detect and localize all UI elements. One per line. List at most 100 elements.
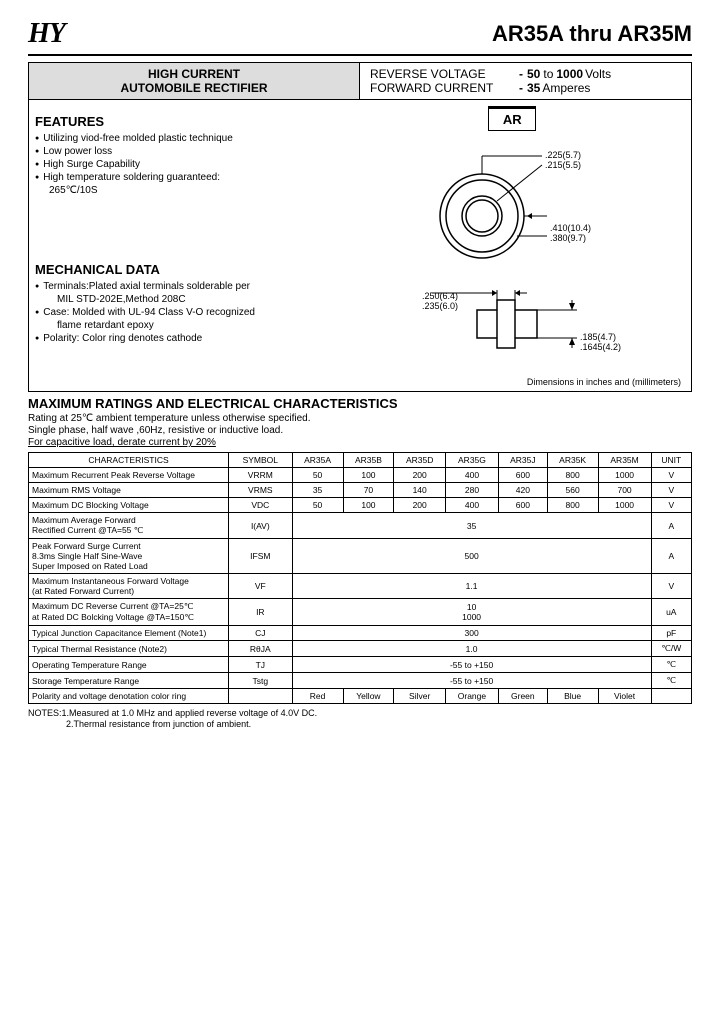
unit-cell: pF bbox=[651, 626, 691, 641]
char-cell: Operating Temperature Range bbox=[29, 657, 229, 673]
table-header-cell: AR35D bbox=[394, 453, 446, 468]
symbol-cell: VRRM bbox=[229, 468, 293, 483]
mech-item-cont: MIL STD-202E,Method 208C bbox=[57, 294, 324, 305]
value-cell: 35 bbox=[292, 483, 343, 498]
char-cell: Maximum DC Reverse Current @TA=25℃at Rat… bbox=[29, 599, 229, 626]
value-cell: -55 to +150 bbox=[292, 657, 651, 673]
value-cell: 101000 bbox=[292, 599, 651, 626]
char-heading: MAXIMUM RATINGS AND ELECTRICAL CHARACTER… bbox=[28, 396, 692, 411]
feature-item: High temperature soldering guaranteed: bbox=[35, 172, 324, 183]
symbol-cell: VRMS bbox=[229, 483, 293, 498]
value-cell: Silver bbox=[394, 689, 446, 704]
value-cell: 600 bbox=[498, 498, 547, 513]
table-body: Maximum Recurrent Peak Reverse VoltageVR… bbox=[29, 468, 692, 704]
symbol-cell: TJ bbox=[229, 657, 293, 673]
symbol-cell: RθJA bbox=[229, 641, 293, 657]
table-row: Typical Thermal Resistance (Note2)RθJA1.… bbox=[29, 641, 692, 657]
value-cell: 700 bbox=[598, 483, 651, 498]
value-cell: 500 bbox=[292, 539, 651, 574]
part-title: AR35A thru AR35M bbox=[492, 21, 692, 47]
dash: - bbox=[519, 67, 523, 81]
table-row: Maximum Recurrent Peak Reverse VoltageVR… bbox=[29, 468, 692, 483]
value-cell: 200 bbox=[394, 468, 446, 483]
value-cell: 140 bbox=[394, 483, 446, 498]
feature-item: High Surge Capability bbox=[35, 159, 324, 170]
value-cell: 420 bbox=[498, 483, 547, 498]
value-cell: 560 bbox=[547, 483, 598, 498]
fc-val: 35 bbox=[527, 81, 540, 95]
unit-cell: V bbox=[651, 468, 691, 483]
unit-cell bbox=[651, 689, 691, 704]
table-row: Typical Junction Capacitance Element (No… bbox=[29, 626, 692, 641]
char-cell: Storage Temperature Range bbox=[29, 673, 229, 689]
table-header-cell: CHARACTERISTICS bbox=[29, 453, 229, 468]
svg-text:.250(6.4): .250(6.4) bbox=[422, 291, 458, 301]
table-row: Maximum Instantaneous Forward Voltage(at… bbox=[29, 574, 692, 599]
table-header-cell: AR35A bbox=[292, 453, 343, 468]
mechanical-heading: MECHANICAL DATA bbox=[35, 262, 324, 277]
table-row: Storage Temperature RangeTstg-55 to +150… bbox=[29, 673, 692, 689]
unit-cell: V bbox=[651, 574, 691, 599]
top-view-diagram: .225(5.7) .215(5.5) .410(10.4) .380(9.7) bbox=[402, 141, 622, 281]
char-cell: Typical Junction Capacitance Element (No… bbox=[29, 626, 229, 641]
mech-item-cont: flame retardant epoxy bbox=[57, 320, 324, 331]
reverse-voltage-label: REVERSE VOLTAGE bbox=[370, 67, 515, 81]
char-cell: Polarity and voltage denotation color ri… bbox=[29, 689, 229, 704]
value-cell: 800 bbox=[547, 468, 598, 483]
unit-cell: ℃/W bbox=[651, 641, 691, 657]
unit-cell: uA bbox=[651, 599, 691, 626]
char-cell: Peak Forward Surge Current8.3ms Single H… bbox=[29, 539, 229, 574]
value-cell: 200 bbox=[394, 498, 446, 513]
value-cell: 1000 bbox=[598, 468, 651, 483]
value-cell: Red bbox=[292, 689, 343, 704]
dash: - bbox=[519, 81, 523, 95]
package-code: AR bbox=[488, 106, 536, 131]
value-cell: 400 bbox=[445, 498, 498, 513]
symbol-cell: Tstg bbox=[229, 673, 293, 689]
svg-text:.225(5.7): .225(5.7) bbox=[545, 150, 581, 160]
footnotes: NOTES:1.Measured at 1.0 MHz and applied … bbox=[28, 708, 692, 729]
svg-text:.410(10.4): .410(10.4) bbox=[550, 223, 591, 233]
value-cell: 1000 bbox=[598, 498, 651, 513]
table-header-cell: AR35G bbox=[445, 453, 498, 468]
value-cell: 50 bbox=[292, 498, 343, 513]
value-cell: 1.0 bbox=[292, 641, 651, 657]
summary-box: HIGH CURRENT AUTOMOBILE RECTIFIER REVERS… bbox=[28, 62, 692, 392]
table-row: Maximum DC Blocking VoltageVDC5010020040… bbox=[29, 498, 692, 513]
table-header-cell: SYMBOL bbox=[229, 453, 293, 468]
table-header-cell: AR35K bbox=[547, 453, 598, 468]
unit-cell: V bbox=[651, 498, 691, 513]
table-header-cell: AR35J bbox=[498, 453, 547, 468]
value-cell: 300 bbox=[292, 626, 651, 641]
value-cell: 35 bbox=[292, 513, 651, 539]
page-header: HY AR35A thru AR35M bbox=[28, 18, 692, 56]
product-type-line1: HIGH CURRENT bbox=[29, 67, 359, 81]
svg-text:.380(9.7): .380(9.7) bbox=[550, 233, 586, 243]
rv-min: 50 bbox=[527, 67, 540, 81]
symbol-cell: IR bbox=[229, 599, 293, 626]
value-cell: Blue bbox=[547, 689, 598, 704]
svg-text:.1645(4.2): .1645(4.2) bbox=[580, 342, 621, 352]
rv-to: to bbox=[543, 67, 553, 81]
logo: HY bbox=[28, 18, 65, 50]
char-note: Single phase, half wave ,60Hz, resistive… bbox=[28, 425, 692, 436]
char-cell: Maximum RMS Voltage bbox=[29, 483, 229, 498]
unit-cell: ℃ bbox=[651, 657, 691, 673]
value-cell: Orange bbox=[445, 689, 498, 704]
svg-text:.215(5.5): .215(5.5) bbox=[545, 160, 581, 170]
forward-current-label: FORWARD CURRENT bbox=[370, 81, 515, 95]
feature-item: Low power loss bbox=[35, 146, 324, 157]
svg-text:.235(6.0): .235(6.0) bbox=[422, 301, 458, 311]
mech-item: Case: Molded with UL-94 Class V-O recogn… bbox=[35, 307, 324, 318]
value-cell: 50 bbox=[292, 468, 343, 483]
left-column: FEATURES Utilizing viod-free molded plas… bbox=[29, 100, 334, 391]
value-cell: 70 bbox=[343, 483, 394, 498]
feature-indent: 265℃/10S bbox=[49, 185, 324, 196]
product-type: HIGH CURRENT AUTOMOBILE RECTIFIER bbox=[29, 63, 360, 99]
unit-cell: A bbox=[651, 539, 691, 574]
table-row: Maximum Average ForwardRectified Current… bbox=[29, 513, 692, 539]
svg-text:.185(4.7): .185(4.7) bbox=[580, 332, 616, 342]
value-cell: -55 to +150 bbox=[292, 673, 651, 689]
fc-unit: Amperes bbox=[542, 81, 590, 95]
char-cell: Maximum DC Blocking Voltage bbox=[29, 498, 229, 513]
